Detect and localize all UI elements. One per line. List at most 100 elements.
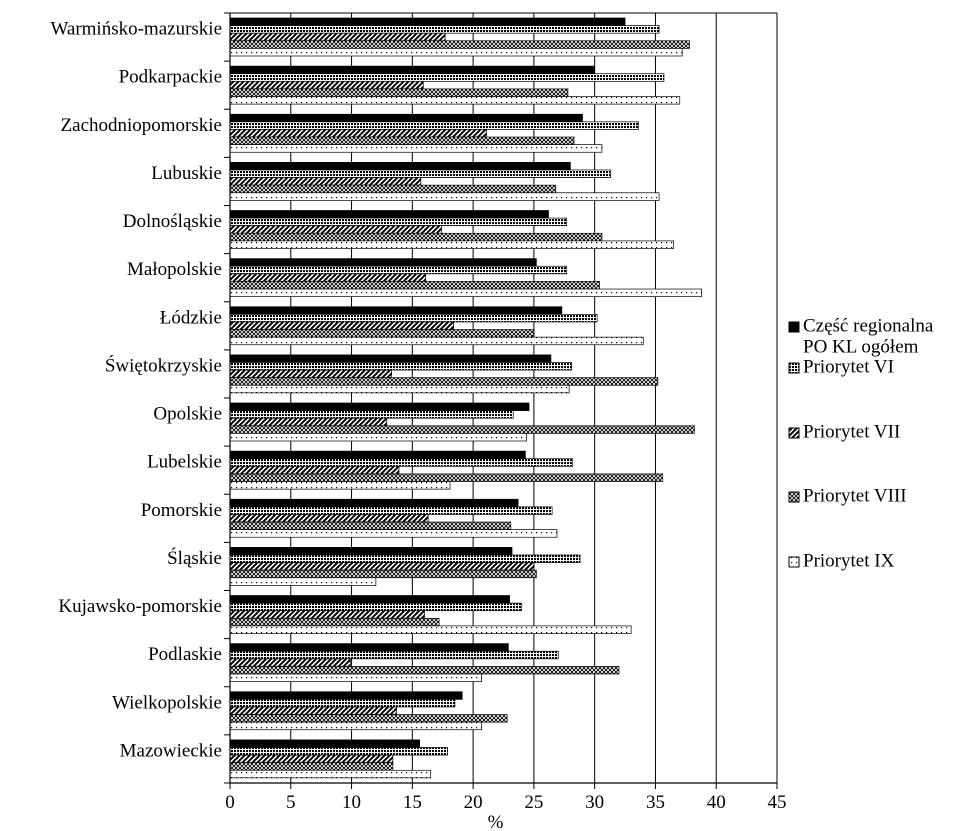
category-group: [229, 113, 639, 153]
category-group: [229, 739, 448, 779]
bar: [229, 658, 351, 667]
x-tick-label: 25: [524, 792, 543, 813]
legend-label: Część regionalna: [803, 315, 934, 336]
bar: [229, 747, 448, 756]
bar: [229, 602, 523, 612]
category-label: Wielkopolskie: [112, 692, 222, 713]
bar: [229, 417, 388, 427]
category-label: Dolnośląskie: [123, 211, 222, 232]
bar: [229, 465, 400, 475]
bar: [229, 281, 600, 290]
bar: [229, 32, 446, 42]
bar: [229, 336, 644, 346]
bar: [229, 210, 549, 219]
bar: [229, 673, 482, 682]
category-group: [229, 691, 508, 731]
bar: [229, 384, 570, 394]
bar: [229, 450, 526, 460]
bar: [229, 721, 482, 731]
bar: [229, 458, 574, 467]
bar: [229, 288, 702, 297]
category-label: Kujawsko-pomorskie: [58, 596, 222, 617]
category-label: Pomorskie: [141, 500, 222, 521]
category-group: [229, 450, 664, 490]
legend-label: Priorytet IX: [803, 550, 895, 571]
bar: [229, 113, 583, 123]
category-label: Opolskie: [153, 404, 222, 425]
legend-swatch: [788, 427, 800, 439]
bar: [229, 306, 563, 315]
bar: [229, 610, 425, 619]
category-label: Świętokrzyskie: [105, 354, 222, 376]
x-tick-label: 30: [585, 792, 604, 813]
bar: [229, 169, 611, 178]
bar: [229, 754, 394, 764]
category-group: [229, 643, 620, 682]
bars: [229, 17, 702, 779]
bar: [229, 698, 456, 708]
category-label: Podkarpackie: [119, 67, 222, 88]
category-group: [229, 402, 695, 442]
category-label: Zachodniopomorskie: [61, 115, 222, 136]
category-group: [229, 258, 702, 297]
category-group: [229, 210, 675, 249]
bar: [229, 547, 513, 556]
bar: [229, 240, 675, 249]
category-group: [229, 306, 644, 346]
category-label: Podlaskie: [148, 644, 222, 665]
bar: [229, 225, 442, 234]
legend-swatch: [788, 556, 800, 568]
x-tick-label: 10: [342, 792, 361, 813]
category-label: Lubelskie: [147, 452, 222, 473]
bar: [229, 433, 527, 442]
bar: [229, 377, 659, 386]
category-group: [229, 354, 659, 394]
legend-item: Priorytet VIII: [788, 485, 907, 506]
bar: [229, 362, 572, 371]
category-group: [229, 65, 681, 105]
category-label: Lubuskie: [151, 163, 222, 184]
bar: [229, 314, 598, 323]
x-tick-label: 5: [286, 792, 296, 813]
bar: [229, 121, 639, 130]
bar: [229, 666, 620, 675]
x-tick-label: 0: [225, 792, 235, 813]
bar: [229, 17, 626, 26]
category-group: [229, 17, 690, 57]
category-label: Mazowieckie: [120, 740, 222, 761]
legend-label: Priorytet VI: [803, 356, 894, 377]
bar: [229, 88, 569, 97]
bar: [229, 48, 683, 57]
bar: [229, 40, 690, 49]
legend-swatch: [788, 491, 800, 503]
bar: [229, 739, 420, 748]
bar: [229, 617, 440, 627]
legend-label: Priorytet VIII: [803, 485, 907, 506]
bar: [229, 96, 681, 105]
x-tick-label: 45: [768, 792, 787, 813]
bar: [229, 577, 377, 586]
category-group: [229, 498, 558, 538]
category-labels: Warmińsko-mazurskie Podkarpackie Zachodnio…: [50, 19, 222, 762]
bar: [229, 473, 664, 482]
bar: [229, 650, 559, 660]
category-label: Warmińsko-mazurskie: [50, 19, 222, 40]
legend-swatch: [788, 321, 800, 333]
legend-label: Priorytet VII: [803, 421, 900, 442]
bar: [229, 521, 512, 530]
bar: [229, 769, 431, 779]
category-label: Śląskie: [167, 547, 222, 569]
bar: [229, 595, 510, 604]
bar: [229, 643, 509, 652]
category-group: [229, 595, 632, 634]
bar: [229, 554, 581, 563]
bar: [229, 65, 596, 75]
bar: [229, 354, 552, 363]
category-label: Małopolskie: [127, 259, 222, 280]
bar: [229, 625, 632, 634]
legend-swatch: [788, 362, 800, 374]
bar: [229, 514, 429, 523]
